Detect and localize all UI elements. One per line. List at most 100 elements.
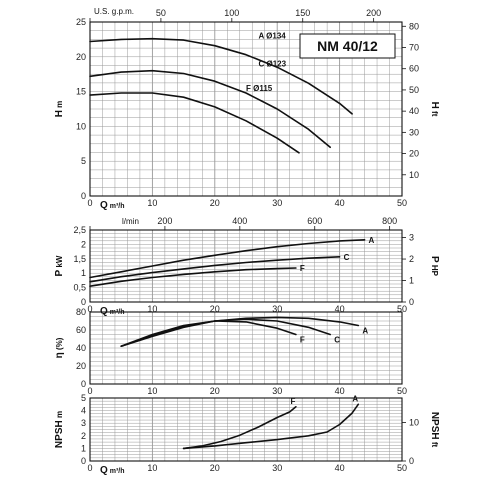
power-y-axis-unit: kW [55,255,64,270]
npsh-x-axis-name: Q [100,465,108,476]
npsh-x-tick-label: 0 [87,463,92,473]
head-x-tick-label: 50 [397,198,407,208]
npsh-x-tick-label: 40 [335,463,345,473]
power-series-line-F [89,267,297,287]
power-x-tick-label: 30 [272,304,282,314]
head-y2-tick-label: 60 [409,64,419,74]
power-y2-tick-label: 2 [409,254,414,264]
npsh-y2-tick-label: 0 [409,456,414,466]
npsh-y-tick-label: 5 [81,393,86,403]
power-y2-axis-unit: HP [430,263,439,277]
npsh-x-tick-label: 20 [210,463,220,473]
efficiency-x-tick-label: 30 [272,386,282,396]
head-y2-tick-label: 20 [409,149,419,159]
head-x-tick-label: 40 [335,198,345,208]
head-x-tick-label: 10 [147,198,157,208]
head-y-tick-label: 0 [81,191,86,201]
npsh-y-tick-label: 1 [81,443,86,453]
npsh-y-axis-label: NPSH m [54,411,65,448]
npsh-y-tick-label: 4 [81,406,86,416]
power-y2-tick-label: 0 [409,297,414,307]
efficiency-y-axis-label: η (%) [54,337,65,358]
head-top-tick-label: 200 [366,8,381,18]
power-top-tick-label: 200 [157,216,172,226]
head-x-tick-label: 0 [87,198,92,208]
power-x-tick-label: 10 [147,304,157,314]
power-x-tick-label: 0 [87,304,92,314]
efficiency-y-tick-label: 20 [76,361,86,371]
efficiency-series-label-A: A [362,327,368,336]
power-y-tick-label: 2,5 [73,225,86,235]
head-series-label-F: F Ø115 [246,84,273,93]
npsh-y2-axis-unit: ft [430,440,439,448]
power-y2-tick-label: 3 [409,233,414,243]
head-x-axis-unit: m³/h [108,203,125,210]
npsh-series-line-F [182,406,297,450]
power-y2-axis-name: P [429,256,440,263]
head-x-axis-name: Q [100,200,108,211]
npsh-x-axis-label: Q m³/h [100,465,125,476]
efficiency-series-label-C: C [334,336,340,345]
power-y-axis-label: P kW [54,255,65,276]
head-series-line-F [89,92,300,154]
power-y-tick-label: 2 [81,239,86,249]
power-y-tick-label: 0 [81,297,86,307]
power-top-axis-label: l/min [122,217,139,226]
power-top-tick-label: 600 [307,216,322,226]
efficiency-x-tick-label: 50 [397,386,407,396]
npsh-series-label-A: A [352,394,358,403]
efficiency-frame [89,311,403,385]
head-x-axis-label: Q m³/h [100,200,125,211]
head-y-tick-label: 25 [76,17,86,27]
power-x-tick-label: 40 [335,304,345,314]
power-y-tick-label: 1,5 [73,254,86,264]
head-y2-tick-label: 10 [409,170,419,180]
efficiency-y-axis-unit: (%) [55,337,64,352]
efficiency-series-line-C [120,318,331,347]
head-y-axis-label: H m [54,101,65,118]
efficiency-series-line-F [120,320,297,347]
head-y2-tick-label: 80 [409,21,419,31]
head-top-tick-label: 150 [295,8,310,18]
head-y-tick-label: 20 [76,52,86,62]
power-frame [89,229,403,303]
chart-title: NM 40/12 [317,38,378,54]
npsh-y2-tick-label: 10 [409,418,419,428]
efficiency-y-axis-name: η [54,352,65,358]
head-x-tick-label: 30 [272,198,282,208]
head-top-tick-label: 50 [156,8,166,18]
efficiency-x-tick-label: 0 [87,386,92,396]
head-y2-axis-unit: ft [430,109,439,117]
npsh-y-axis-name: NPSH [54,420,65,448]
npsh-y2-axis-name: NPSH [429,412,440,440]
head-series-line-C [89,69,331,149]
power-top-tick-label: 800 [382,216,397,226]
efficiency-y-tick-label: 60 [76,325,86,335]
npsh-frame [89,397,403,462]
npsh-y2-axis-label: NPSH ft [429,412,440,448]
power-x-tick-label: 20 [210,304,220,314]
head-y2-tick-label: 40 [409,106,419,116]
efficiency-y-tick-label: 40 [76,343,86,353]
head-y-axis-name: H [54,110,65,117]
efficiency-y-tick-label: 0 [81,379,86,389]
head-top-tick-label: 100 [224,8,239,18]
efficiency-series-line-A [120,316,360,347]
power-series-label-A: A [369,236,375,245]
head-y2-tick-label: 70 [409,42,419,52]
head-y-tick-label: 5 [81,156,86,166]
npsh-series-line-A [182,403,360,450]
head-y2-axis-name: H [429,102,440,109]
power-top-tick-label: 400 [232,216,247,226]
power-y-axis-name: P [54,269,65,276]
power-series-line-C [89,256,341,283]
head-frame [89,21,403,197]
efficiency-x-tick-label: 20 [210,386,220,396]
power-series-label-F: F [300,264,305,273]
power-series-label-C: C [344,253,350,262]
npsh-x-tick-label: 10 [147,463,157,473]
npsh-y-tick-label: 3 [81,418,86,428]
npsh-series-label-F: F [290,397,295,406]
npsh-y-axis-unit: m [55,411,64,420]
